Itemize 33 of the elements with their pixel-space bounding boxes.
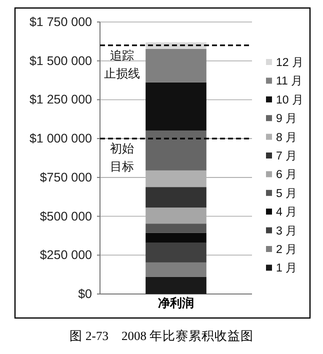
bar [146,48,206,82]
y-tick-label: $750 000 [40,170,92,184]
bar [146,82,206,130]
ref-line-label: 初始目标 [110,142,134,174]
y-tick-label: $500 000 [40,209,92,224]
legend-label: 2 月 [276,243,298,256]
legend-label: 12 月 [276,56,304,69]
legend-label: 9 月 [276,112,298,126]
bar [146,130,206,170]
legend-label: 8 月 [276,130,298,144]
y-tick-label: $1 500 000 [29,54,92,68]
bar [146,224,206,233]
bar [146,276,206,294]
legend-label: 4 月 [276,206,298,219]
legend-label: 10 月 [276,93,304,106]
y-tick-label: $1 250 000 [29,92,92,107]
legend-label: 7 月 [276,150,298,162]
bar [146,187,206,208]
ref-line-label: 追踪止损线 [104,48,140,80]
bar [146,262,206,277]
y-tick-label: $0 [78,287,92,301]
y-tick-label: $250 000 [40,248,92,262]
legend-label: 11 月 [276,74,304,88]
y-tick-label: $1 750 000 [29,15,92,29]
legend-label: 5 月 [276,186,298,200]
legend-label: 1 月 [276,262,298,275]
bar [146,242,206,262]
legend-label: 3 月 [276,224,298,238]
caption: 图 2-73 2008 年比赛累积收益图 [69,328,254,343]
y-tick-label: $1 000 000 [29,132,92,146]
bar [146,232,206,243]
legend-label: 6 月 [276,168,298,182]
x-tick-label: 净利润 [158,296,194,310]
